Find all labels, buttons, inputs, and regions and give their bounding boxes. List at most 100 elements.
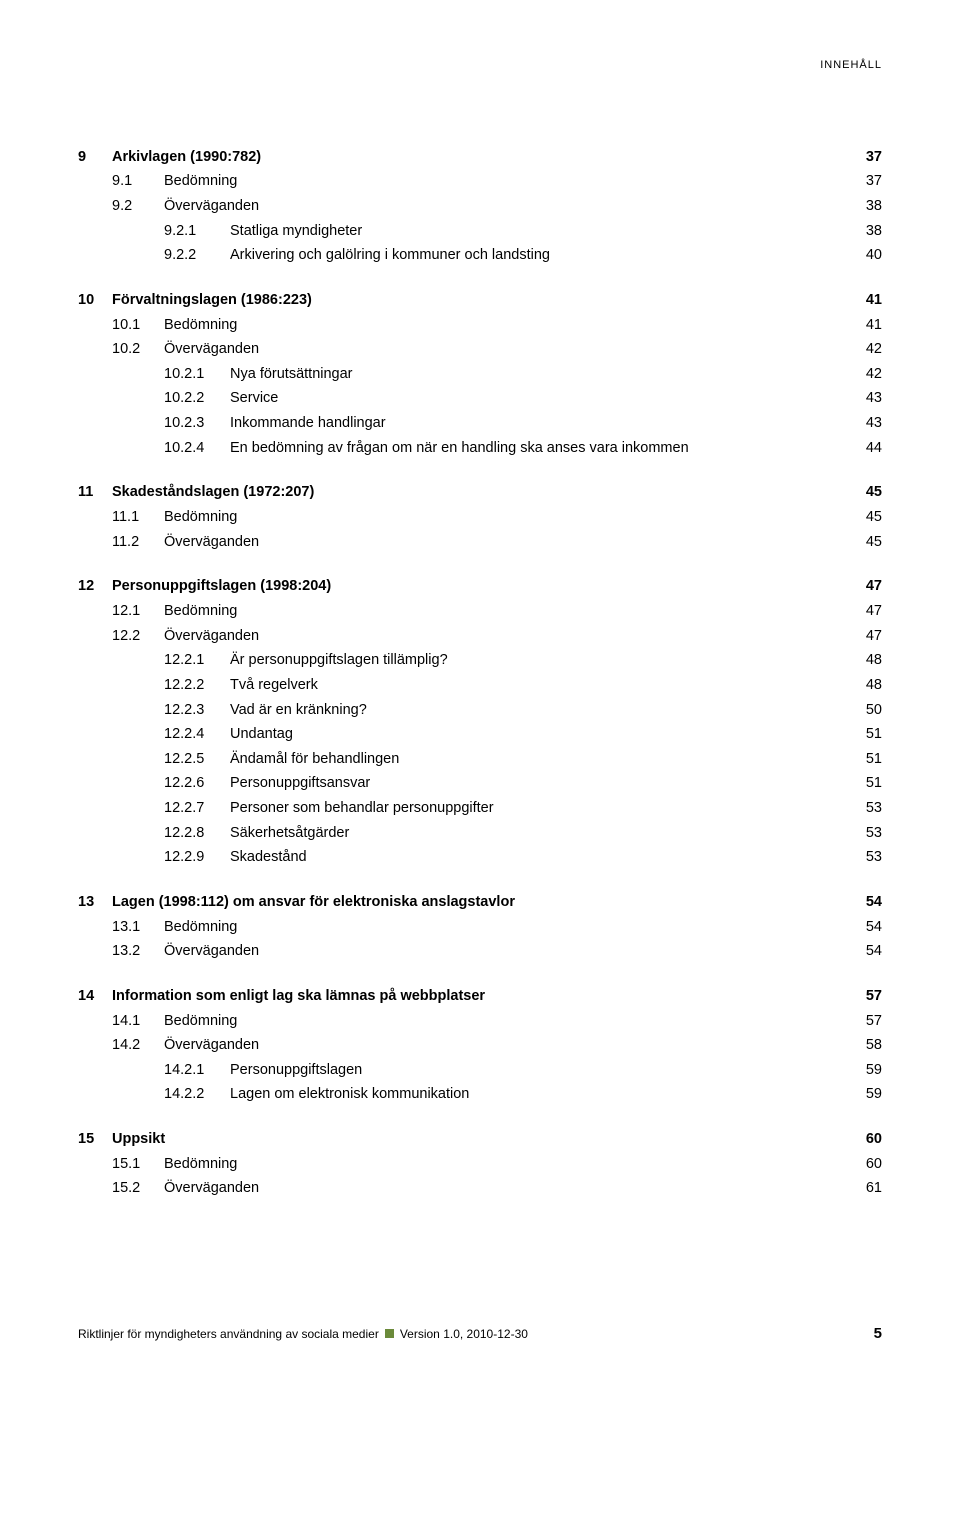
toc-number: 12.2.7 xyxy=(164,796,230,821)
toc-entry[interactable]: 14.1Bedömning57 xyxy=(78,1009,882,1034)
toc-page: 38 xyxy=(860,219,882,244)
toc-page: 41 xyxy=(860,288,882,313)
toc-entry[interactable]: 9.2.2Arkivering och galölring i kommuner… xyxy=(78,243,882,268)
toc-entry[interactable]: 12.2.6Personuppgiftsansvar51 xyxy=(78,771,882,796)
toc-title: Två regelverk xyxy=(230,673,318,698)
toc-entry[interactable]: 11.2Överväganden45 xyxy=(78,530,882,555)
toc-number: 15.1 xyxy=(112,1152,164,1177)
toc-title: En bedömning av frågan om när en handlin… xyxy=(230,436,689,461)
toc-entry[interactable]: 12Personuppgiftslagen (1998:204)47 xyxy=(78,574,882,599)
toc-entry[interactable]: 12.2.7Personer som behandlar personuppgi… xyxy=(78,796,882,821)
toc-number: 15.2 xyxy=(112,1176,164,1201)
toc-entry[interactable]: 15.1Bedömning 60 xyxy=(78,1152,882,1177)
toc-title: Inkommande handlingar xyxy=(230,411,386,436)
toc-number: 9.1 xyxy=(112,169,164,194)
toc-number: 10.2.1 xyxy=(164,362,230,387)
toc-page: 50 xyxy=(860,698,882,723)
toc-title: Undantag xyxy=(230,722,293,747)
toc-page: 37 xyxy=(860,169,882,194)
toc-entry[interactable]: 10.2.1Nya förutsättningar42 xyxy=(78,362,882,387)
toc-title: Överväganden xyxy=(164,194,259,219)
toc-number: 9.2.2 xyxy=(164,243,230,268)
toc-page: 60 xyxy=(860,1152,882,1177)
toc-entry[interactable]: 12.2.9Skadestånd53 xyxy=(78,845,882,870)
toc-entry[interactable]: 10.2Överväganden42 xyxy=(78,337,882,362)
toc-page: 53 xyxy=(860,845,882,870)
toc-number: 11.2 xyxy=(112,530,164,555)
toc-entry[interactable]: 14.2.2Lagen om elektronisk kommunikation… xyxy=(78,1082,882,1107)
toc-page: 47 xyxy=(860,624,882,649)
toc-page: 43 xyxy=(860,386,882,411)
toc-number: 12.1 xyxy=(112,599,164,624)
toc-entry[interactable]: 9Arkivlagen (1990:782)37 xyxy=(78,145,882,170)
toc-entry[interactable]: 9.2Överväganden38 xyxy=(78,194,882,219)
toc-entry[interactable]: 13Lagen (1998:112) om ansvar för elektro… xyxy=(78,890,882,915)
toc-entry[interactable]: 10.2.3Inkommande handlingar43 xyxy=(78,411,882,436)
toc-page: 58 xyxy=(860,1033,882,1058)
toc-number: 10.2 xyxy=(112,337,164,362)
toc-entry[interactable]: 13.2Överväganden 54 xyxy=(78,939,882,964)
toc-entry[interactable]: 12.1Bedömning47 xyxy=(78,599,882,624)
toc-page: 48 xyxy=(860,673,882,698)
toc-number: 12 xyxy=(78,574,112,599)
toc-title: Lagen (1998:112) om ansvar för elektroni… xyxy=(112,890,515,915)
toc-title: Bedömning xyxy=(164,1152,237,1177)
page-footer: Riktlinjer för myndigheters användning a… xyxy=(78,1321,882,1347)
toc-page: 59 xyxy=(860,1058,882,1083)
toc-title: Skadeståndslagen (1972:207) xyxy=(112,480,314,505)
toc-number: 14.2.1 xyxy=(164,1058,230,1083)
toc-page: 53 xyxy=(860,821,882,846)
toc-title: Överväganden xyxy=(164,939,259,964)
toc-number: 14.1 xyxy=(112,1009,164,1034)
toc-entry[interactable]: 10.2.4En bedömning av frågan om när en h… xyxy=(78,436,882,461)
toc-number: 12.2.8 xyxy=(164,821,230,846)
toc-entry[interactable]: 12.2.5Ändamål för behandlingen51 xyxy=(78,747,882,772)
toc-number: 14.2 xyxy=(112,1033,164,1058)
toc-page: 45 xyxy=(860,480,882,505)
toc-title: Överväganden xyxy=(164,530,259,555)
toc-number: 12.2 xyxy=(112,624,164,649)
toc-entry[interactable]: 12.2.2Två regelverk48 xyxy=(78,673,882,698)
toc-title: Arkivlagen (1990:782) xyxy=(112,145,261,170)
toc-page: 53 xyxy=(860,796,882,821)
toc-page: 57 xyxy=(860,1009,882,1034)
toc-entry[interactable]: 12.2.8Säkerhetsåtgärder 53 xyxy=(78,821,882,846)
toc-title: Förvaltningslagen (1986:223) xyxy=(112,288,312,313)
toc-title: Bedömning xyxy=(164,313,237,338)
toc-entry[interactable]: 14.2.1Personuppgiftslagen59 xyxy=(78,1058,882,1083)
toc-entry[interactable]: 15Uppsikt60 xyxy=(78,1127,882,1152)
toc-entry[interactable]: 10.1Bedömning41 xyxy=(78,313,882,338)
toc-entry[interactable]: 14Information som enligt lag ska lämnas … xyxy=(78,984,882,1009)
toc-page: 45 xyxy=(860,505,882,530)
toc-entry[interactable]: 12.2.1Är personuppgiftslagen tillämplig?… xyxy=(78,648,882,673)
toc-number: 10.2.3 xyxy=(164,411,230,436)
toc-entry[interactable]: 9.1Bedömning37 xyxy=(78,169,882,194)
toc-page: 54 xyxy=(860,939,882,964)
toc-number: 13.2 xyxy=(112,939,164,964)
toc-entry[interactable]: 14.2Överväganden58 xyxy=(78,1033,882,1058)
toc-entry[interactable]: 11Skadeståndslagen (1972:207)45 xyxy=(78,480,882,505)
toc-page: 61 xyxy=(860,1176,882,1201)
toc-entry[interactable]: 10Förvaltningslagen (1986:223)41 xyxy=(78,288,882,313)
toc-entry[interactable]: 9.2.1Statliga myndigheter38 xyxy=(78,219,882,244)
toc-entry[interactable]: 15.2Överväganden61 xyxy=(78,1176,882,1201)
toc-number: 13.1 xyxy=(112,915,164,940)
toc-page: 47 xyxy=(860,574,882,599)
toc-entry[interactable]: 12.2Överväganden47 xyxy=(78,624,882,649)
toc-entry[interactable]: 11.1Bedömning45 xyxy=(78,505,882,530)
toc-page: 42 xyxy=(860,337,882,362)
toc-entry[interactable]: 12.2.4Undantag51 xyxy=(78,722,882,747)
toc-title: Säkerhetsåtgärder xyxy=(230,821,349,846)
toc-number: 13 xyxy=(78,890,112,915)
toc-entry[interactable]: 12.2.3Vad är en kränkning?50 xyxy=(78,698,882,723)
toc-entry[interactable]: 10.2.2Service43 xyxy=(78,386,882,411)
toc-title: Vad är en kränkning? xyxy=(230,698,367,723)
toc-entry[interactable]: 13.1Bedömning54 xyxy=(78,915,882,940)
toc-title: Statliga myndigheter xyxy=(230,219,362,244)
toc-page: 57 xyxy=(860,984,882,1009)
toc-title: Uppsikt xyxy=(112,1127,165,1152)
toc-page: 54 xyxy=(860,915,882,940)
toc-number: 15 xyxy=(78,1127,112,1152)
footer-text-right: Version 1.0, 2010-12-30 xyxy=(400,1324,528,1344)
toc-number: 12.2.6 xyxy=(164,771,230,796)
